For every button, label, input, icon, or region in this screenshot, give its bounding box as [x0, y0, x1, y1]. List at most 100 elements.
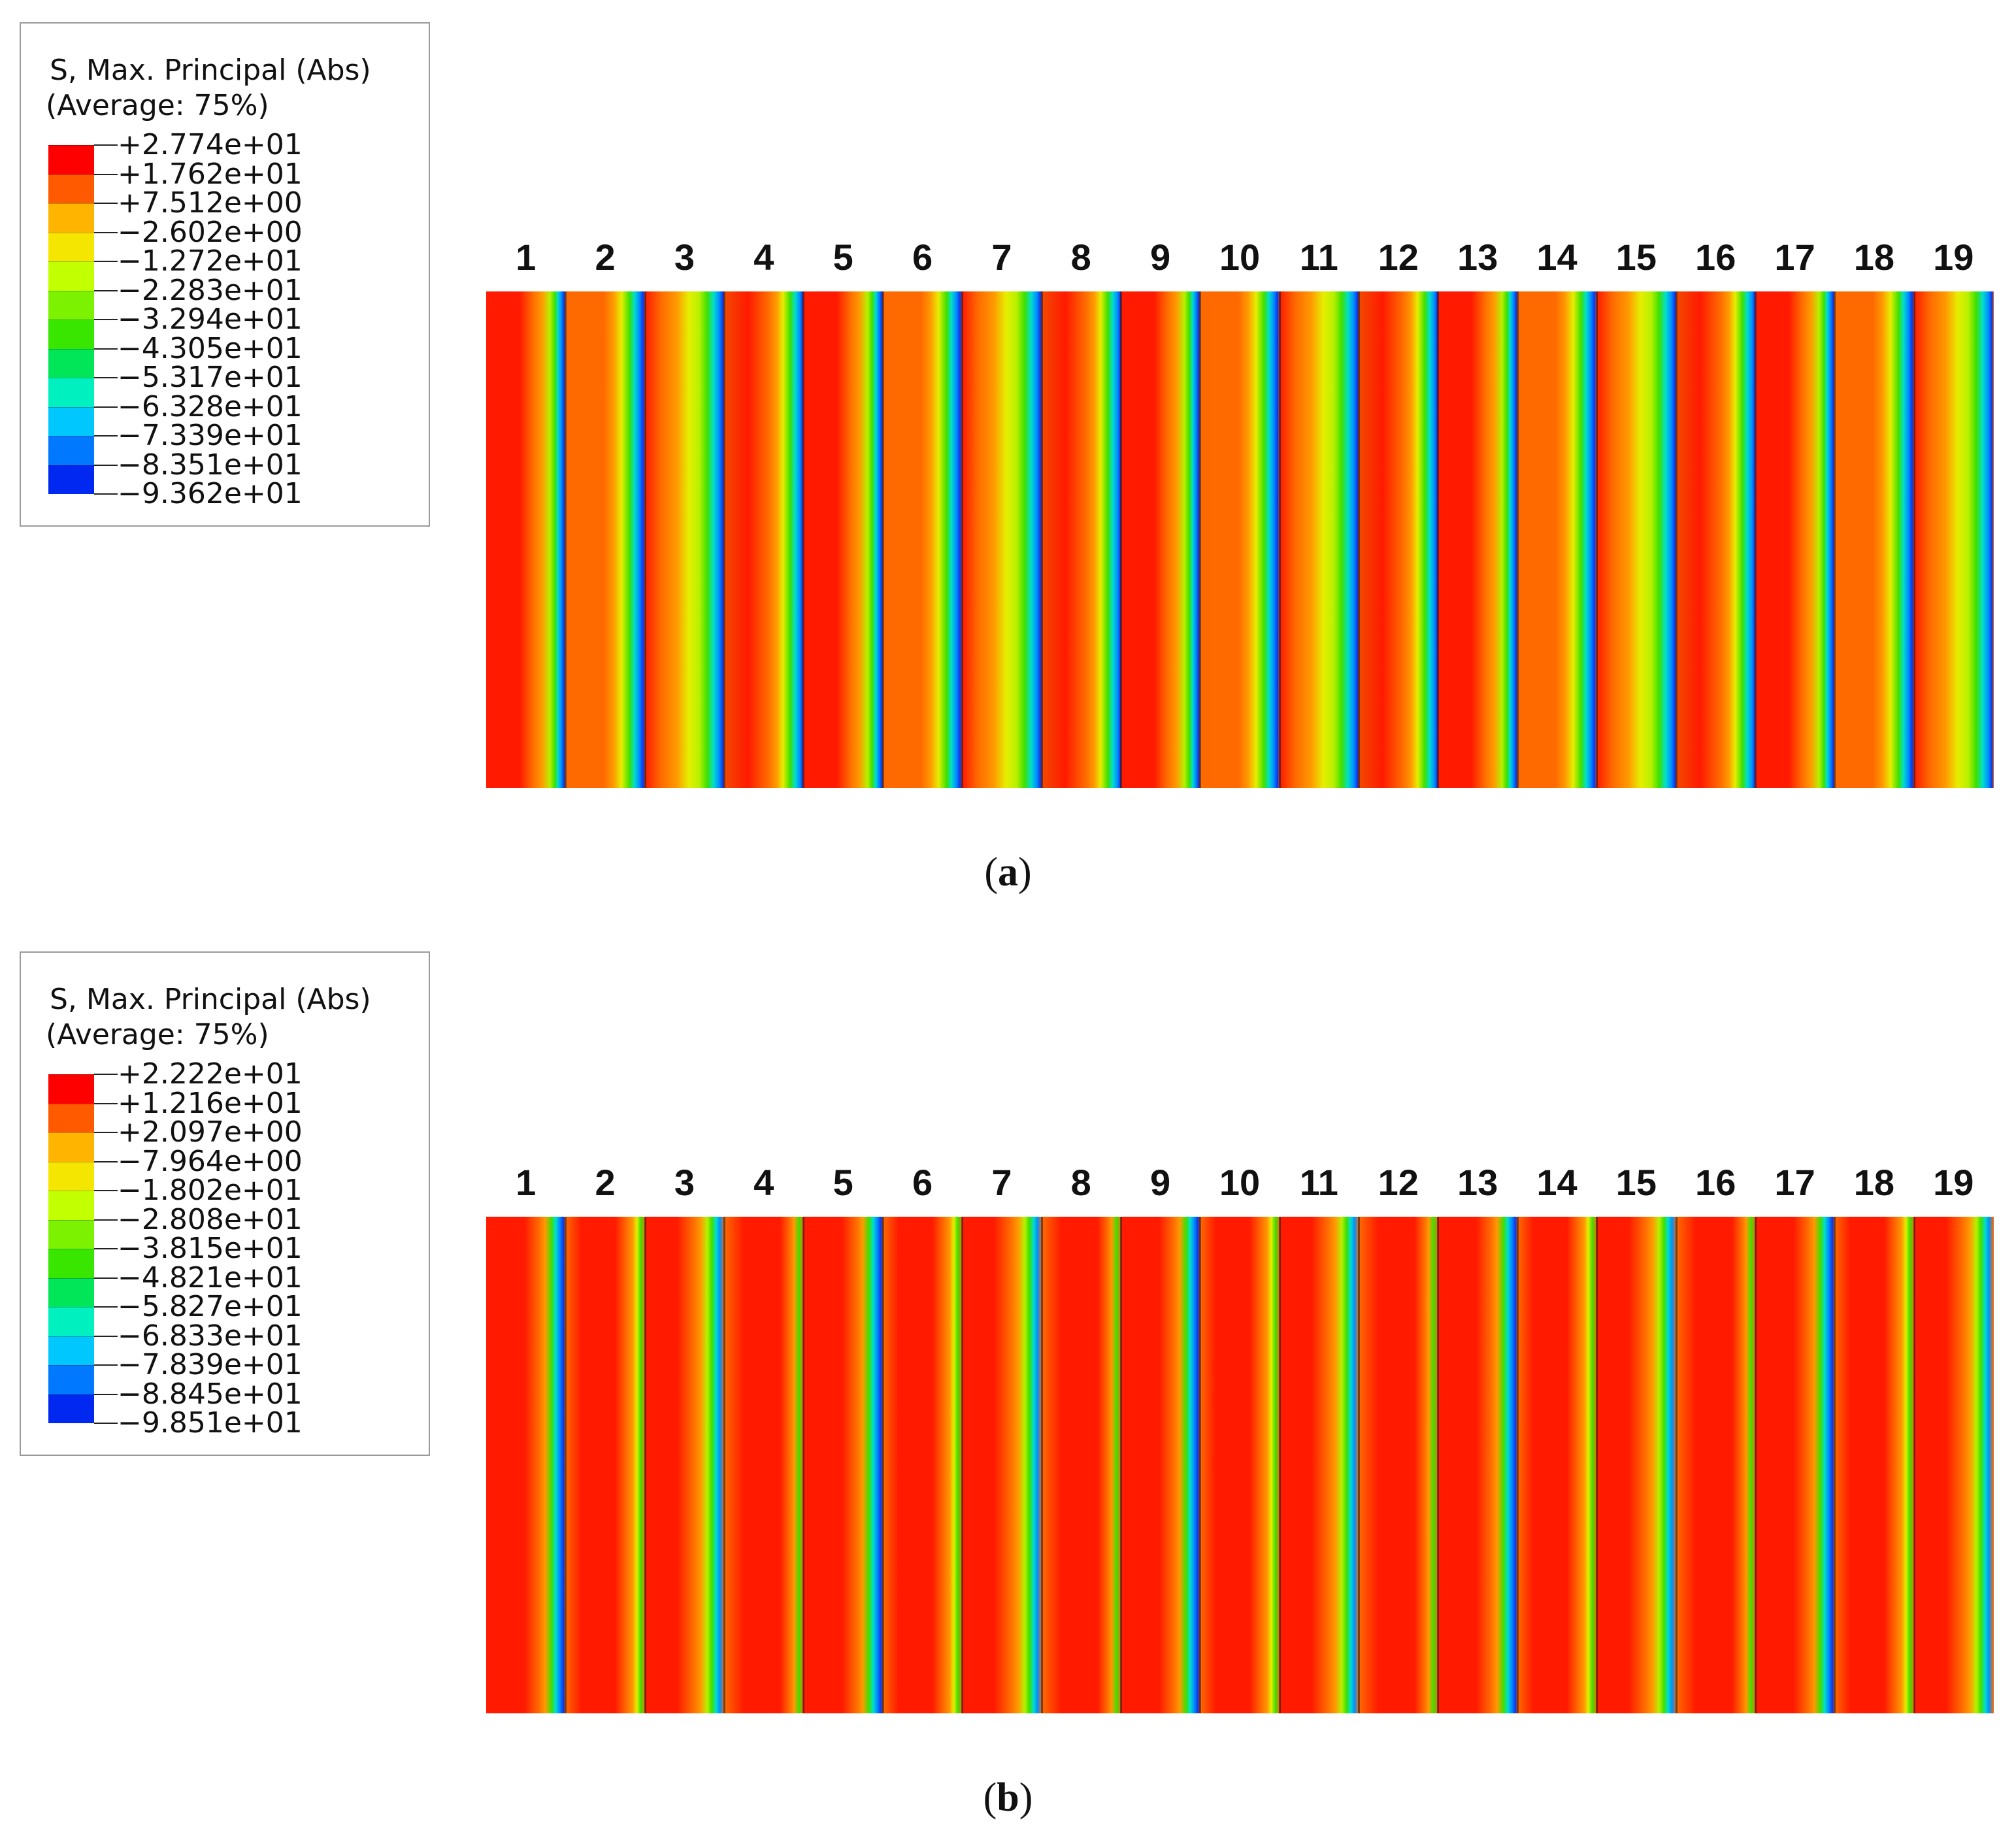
stress-strip [1676, 291, 1756, 788]
strip-number: 17 [1774, 1162, 1815, 1203]
stress-strip [1596, 291, 1677, 788]
legend-tick [94, 493, 118, 495]
legend-tick [94, 231, 118, 233]
legend-value: −4.821e+01 [118, 1261, 303, 1294]
legend-tick [94, 203, 118, 204]
stress-strip [1359, 1217, 1439, 1713]
stress-strip [1041, 1217, 1121, 1713]
legend-swatch [48, 1249, 94, 1278]
stress-strip [803, 1217, 884, 1713]
stress-strip [1755, 1217, 1836, 1713]
legend-tick [94, 1190, 118, 1191]
legend-tick [94, 1393, 118, 1395]
stress-strip [644, 291, 725, 788]
legend-value: −2.602e+00 [118, 215, 303, 249]
strip-divider [1834, 1217, 1836, 1713]
caption: (b) [983, 1775, 1033, 1820]
legend-swatch [48, 1336, 94, 1365]
legend-tick [94, 1132, 118, 1133]
stress-strip [882, 291, 963, 788]
strip-divider [1596, 291, 1598, 788]
strip-number: 18 [1853, 237, 1895, 278]
strip-number: 19 [1933, 1162, 1974, 1203]
stress-strip [1913, 291, 1994, 788]
legend-tick [94, 319, 118, 320]
strip-number: 7 [991, 237, 1012, 278]
stress-strip [724, 1217, 804, 1713]
legend-swatch [48, 1191, 94, 1220]
stress-strip [1834, 1217, 1915, 1713]
legend-swatch [48, 1394, 94, 1423]
strip-divider [1596, 1217, 1598, 1713]
legend-value: −2.283e+01 [118, 273, 303, 307]
legend-tick [94, 1423, 118, 1424]
strip-number: 7 [991, 1162, 1012, 1203]
strip-divider [723, 1217, 726, 1713]
legend-value: −2.808e+01 [118, 1202, 303, 1236]
strip-divider [961, 1217, 964, 1713]
stress-strip [1834, 291, 1915, 788]
legend-value: +2.097e+00 [118, 1115, 303, 1149]
strip-divider [644, 1217, 646, 1713]
legend-swatch [48, 203, 94, 233]
strip-divider [1199, 1217, 1202, 1713]
stress-strip [1913, 1217, 1994, 1713]
strip-divider [1913, 1217, 1915, 1713]
strip-number: 5 [833, 1162, 853, 1203]
legend-value: −3.294e+01 [118, 303, 303, 336]
legend-title: S, Max. Principal (Abs) [50, 983, 371, 1016]
stress-strip [1517, 1217, 1598, 1713]
legend-swatch [48, 232, 94, 261]
legend-tick [94, 1219, 118, 1221]
stress-strip [1517, 291, 1598, 788]
contour-plot [486, 1217, 1994, 1713]
strip-divider [1834, 291, 1836, 788]
stress-strip [1755, 291, 1836, 788]
legend-tick [94, 1277, 118, 1279]
strip-number: 15 [1615, 1162, 1657, 1203]
strip-divider [565, 291, 567, 788]
legend-tick [94, 1074, 118, 1075]
legend-value: −6.328e+01 [118, 389, 303, 423]
legend-swatch [48, 1365, 94, 1394]
strip-divider [1675, 291, 1677, 788]
strip-number: 3 [674, 237, 695, 278]
strip-divider [1913, 291, 1915, 788]
strip-divider [1516, 291, 1519, 788]
stress-strip [1438, 291, 1518, 788]
legend-title: S, Max. Principal (Abs) [50, 54, 371, 87]
legend-tick [94, 1102, 118, 1104]
legend-value: −5.827e+01 [118, 1290, 303, 1323]
legend-value: −6.833e+01 [118, 1319, 303, 1353]
strip-number: 8 [1070, 237, 1091, 278]
strip-divider [1437, 291, 1440, 788]
strip-number: 5 [833, 237, 853, 278]
strip-number: 11 [1299, 237, 1338, 278]
strip-divider [882, 291, 884, 788]
legend-swatch [48, 465, 94, 494]
stress-strip [1596, 1217, 1677, 1713]
legend-tick [94, 348, 118, 350]
strip-number: 15 [1615, 237, 1657, 278]
legend-box: S, Max. Principal (Abs) (Average: 75%) +2.… [20, 951, 430, 1456]
legend-swatch [48, 145, 94, 174]
strip-divider [1119, 291, 1122, 788]
legend-tick [94, 406, 118, 408]
legend-subtitle: (Average: 75%) [46, 89, 269, 122]
legend-swatch [48, 1103, 94, 1132]
strip-divider [1437, 1217, 1440, 1713]
stress-strip [1279, 1217, 1360, 1713]
legend-tick [94, 1335, 118, 1337]
stress-strip [1279, 291, 1360, 788]
legend-swatch [48, 1074, 94, 1104]
stress-strip [565, 1217, 646, 1713]
legend-swatch [48, 1132, 94, 1162]
strip-number: 9 [1150, 237, 1171, 278]
strip-number: 18 [1853, 1162, 1895, 1203]
legend-tick [94, 464, 118, 466]
legend-tick [94, 377, 118, 378]
strip-divider [882, 1217, 884, 1713]
legend-value: −5.317e+01 [118, 361, 303, 394]
caption: (a) [984, 850, 1032, 895]
legend-value: −9.362e+01 [118, 477, 303, 510]
